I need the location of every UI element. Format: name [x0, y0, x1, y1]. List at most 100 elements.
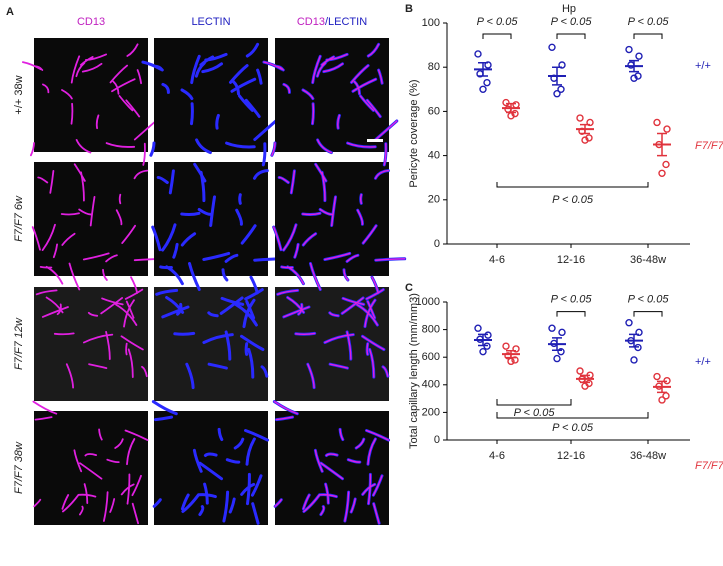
header-part: /LECTIN: [325, 16, 367, 28]
row-label: F7/F7 38w: [13, 441, 25, 494]
x-tick-label: 36-48w: [630, 254, 666, 266]
cd13-stain: [263, 43, 398, 156]
y-tick-label: 0: [434, 434, 440, 446]
data-point: [581, 136, 589, 144]
y-tick-label: 200: [422, 406, 440, 418]
y-tick-label: 100: [422, 17, 440, 29]
data-point: [658, 169, 666, 177]
micrograph: [32, 400, 149, 525]
image-bg: [34, 38, 148, 152]
legend-label: F7/F7: [695, 460, 723, 472]
error-bar: [657, 132, 667, 157]
chart-title: Hp: [562, 3, 576, 15]
column-header: LECTIN: [191, 16, 230, 28]
y-tick-label: 0: [434, 238, 440, 250]
error-bar: [580, 123, 590, 135]
cd13-stain: [273, 400, 390, 524]
column-header: CD13: [77, 16, 105, 28]
data-point: [581, 382, 589, 390]
data-point: [586, 118, 594, 127]
significance-label: P < 0.05: [552, 194, 594, 206]
cd13-stain: [31, 142, 165, 285]
column-header: CD13/LECTIN: [297, 16, 367, 28]
micrograph: [275, 262, 390, 401]
image-bg: [275, 411, 389, 525]
error-bar: [506, 102, 516, 114]
data-point: [548, 324, 556, 332]
data-point: [553, 90, 561, 98]
data-point: [502, 342, 510, 350]
micrograph: [262, 38, 399, 157]
data-point: [630, 356, 638, 364]
data-point: [483, 78, 491, 87]
significance-label: P < 0.05: [551, 294, 593, 306]
y-tick-label: 80: [428, 61, 440, 73]
significance-bracket: [496, 399, 572, 406]
significance-bracket: [496, 412, 649, 419]
lectin-stain: [141, 42, 278, 157]
data-point: [553, 354, 561, 363]
significance-label: P < 0.05: [477, 16, 519, 28]
error-bar: [552, 337, 562, 352]
significance-bracket: [633, 33, 663, 40]
micrograph: [151, 142, 286, 286]
significance-label: P < 0.05: [514, 407, 556, 419]
data-point: [484, 61, 492, 69]
data-point: [474, 50, 482, 58]
data-point: [630, 74, 638, 82]
cd13-stain: [273, 143, 406, 285]
x-tick-label: 4-6: [489, 450, 505, 462]
lectin-stain: [151, 142, 286, 286]
significance-label: P < 0.05: [551, 16, 593, 28]
error-bar: [629, 333, 639, 348]
cd13-stain: [277, 262, 389, 389]
significance-bracket: [482, 33, 512, 40]
x-tick-label: 36-48w: [630, 450, 666, 462]
data-point: [558, 61, 566, 69]
data-point: [625, 319, 633, 327]
significance-label: P < 0.05: [628, 294, 670, 306]
data-point: [557, 85, 565, 94]
y-axis-title: Total capillary length (mm/mm3): [408, 293, 420, 449]
data-point: [474, 324, 482, 332]
y-axis-title: Pericyte coverage (%): [408, 79, 420, 187]
x-tick-label: 4-6: [489, 254, 505, 266]
row-label: F7/F7 6w: [13, 195, 25, 242]
lectin-stain: [155, 262, 269, 390]
x-tick-label: 12-16: [557, 254, 585, 266]
data-point: [548, 43, 556, 52]
image-bg: [34, 411, 148, 525]
micrograph: [151, 400, 269, 525]
significance-label: P < 0.05: [552, 422, 594, 434]
error-bar: [629, 59, 639, 73]
significance-bracket: [556, 311, 586, 317]
micrograph: [141, 38, 278, 157]
error-bar: [478, 333, 488, 347]
row-label: F7/F7 12w: [13, 317, 25, 370]
panel-letter: C: [405, 282, 413, 294]
y-tick-label: 400: [422, 379, 440, 391]
legend-label: +/+: [695, 60, 711, 72]
error-bar: [506, 349, 516, 359]
data-point: [502, 98, 510, 107]
row-label: +/+ 38w: [13, 75, 25, 114]
micrograph: [272, 400, 390, 525]
header-part: CD13: [297, 16, 325, 28]
data-point: [653, 372, 661, 381]
scale-bar: [367, 139, 383, 142]
data-point: [512, 345, 520, 353]
significance-bracket: [496, 182, 649, 188]
data-point: [558, 328, 566, 337]
data-point: [635, 328, 643, 337]
error-bar: [580, 374, 590, 384]
micrograph: [272, 142, 407, 286]
data-point: [479, 85, 487, 94]
panel-letter: A: [6, 6, 14, 18]
lectin-stain: [151, 400, 269, 525]
cd13-stain: [32, 400, 149, 525]
significance-bracket: [556, 33, 586, 40]
error-bar: [657, 380, 667, 394]
micrograph: [34, 262, 148, 401]
y-tick-label: 800: [422, 324, 440, 336]
legend-label: F7/F7: [695, 140, 723, 152]
